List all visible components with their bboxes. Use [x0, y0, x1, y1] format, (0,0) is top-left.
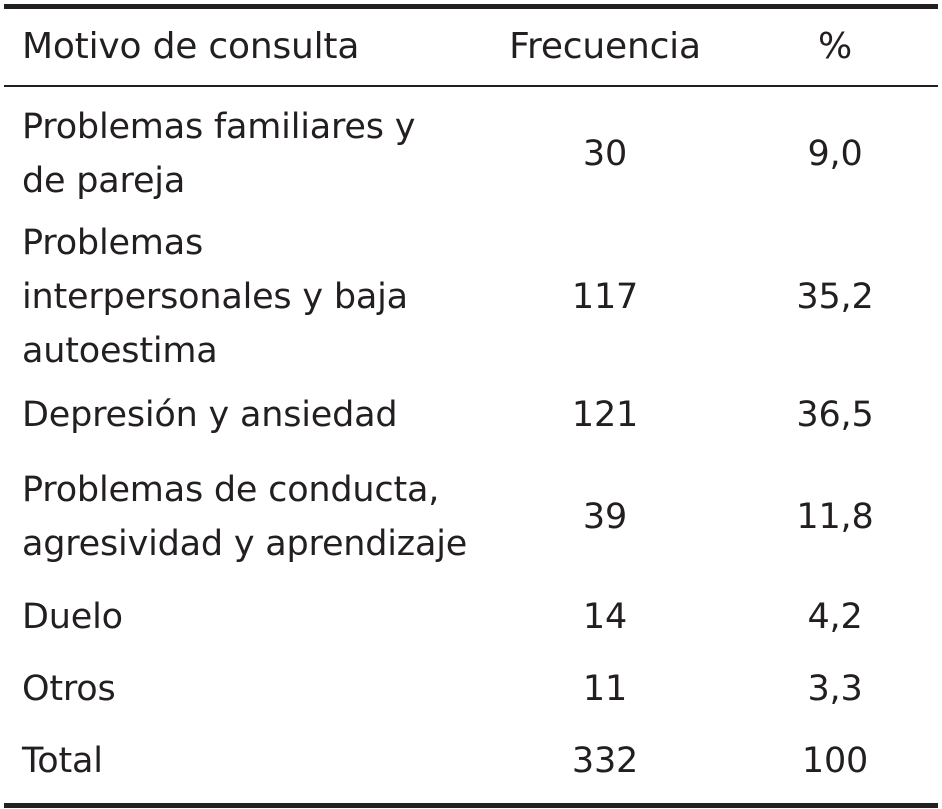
table-bottom-rule: [4, 803, 938, 808]
table-total-row: Total 332 100: [4, 725, 938, 797]
header-motivo: Motivo de consulta: [22, 26, 360, 67]
row-motivo: Duelo: [22, 597, 123, 637]
data-table: Motivo de consulta Frecuencia % Problema…: [4, 4, 938, 808]
table-row: Problemas interpersonales y baja autoest…: [4, 217, 938, 377]
total-label: Total: [22, 741, 103, 781]
row-percent: 36,5: [796, 395, 874, 435]
table-row: Problemas familiares y de pareja 30 9,0: [4, 91, 938, 217]
row-percent: 9,0: [807, 134, 863, 174]
row-percent: 35,2: [796, 277, 874, 317]
row-motivo: Otros: [22, 669, 116, 709]
table-row: Problemas de conducta, agresividad y apr…: [4, 453, 938, 581]
header-frecuencia: Frecuencia: [509, 26, 701, 67]
header-percent: %: [817, 26, 852, 67]
row-percent: 3,3: [807, 669, 863, 709]
row-motivo: Problemas familiares y de pareja: [22, 107, 416, 201]
row-percent: 11,8: [796, 497, 874, 537]
total-percent: 100: [801, 741, 869, 781]
row-percent: 4,2: [807, 597, 863, 637]
table-row: Otros 11 3,3: [4, 653, 938, 725]
total-frecuencia: 332: [571, 741, 639, 781]
row-frecuencia: 121: [571, 395, 639, 435]
table-row: Duelo 14 4,2: [4, 581, 938, 653]
row-motivo: Problemas interpersonales y baja autoest…: [22, 223, 408, 371]
row-frecuencia: 14: [582, 597, 628, 637]
row-frecuencia: 30: [582, 134, 628, 174]
table-header-rule: [4, 85, 938, 87]
row-frecuencia: 11: [582, 669, 628, 709]
row-frecuencia: 39: [582, 497, 628, 537]
table-row: Depresión y ansiedad 121 36,5: [4, 377, 938, 453]
row-motivo: Problemas de conducta, agresividad y apr…: [22, 470, 468, 564]
row-motivo: Depresión y ansiedad: [22, 395, 398, 435]
table-header-row: Motivo de consulta Frecuencia %: [4, 9, 938, 85]
row-frecuencia: 117: [571, 277, 639, 317]
table-top-rule: [4, 4, 938, 9]
